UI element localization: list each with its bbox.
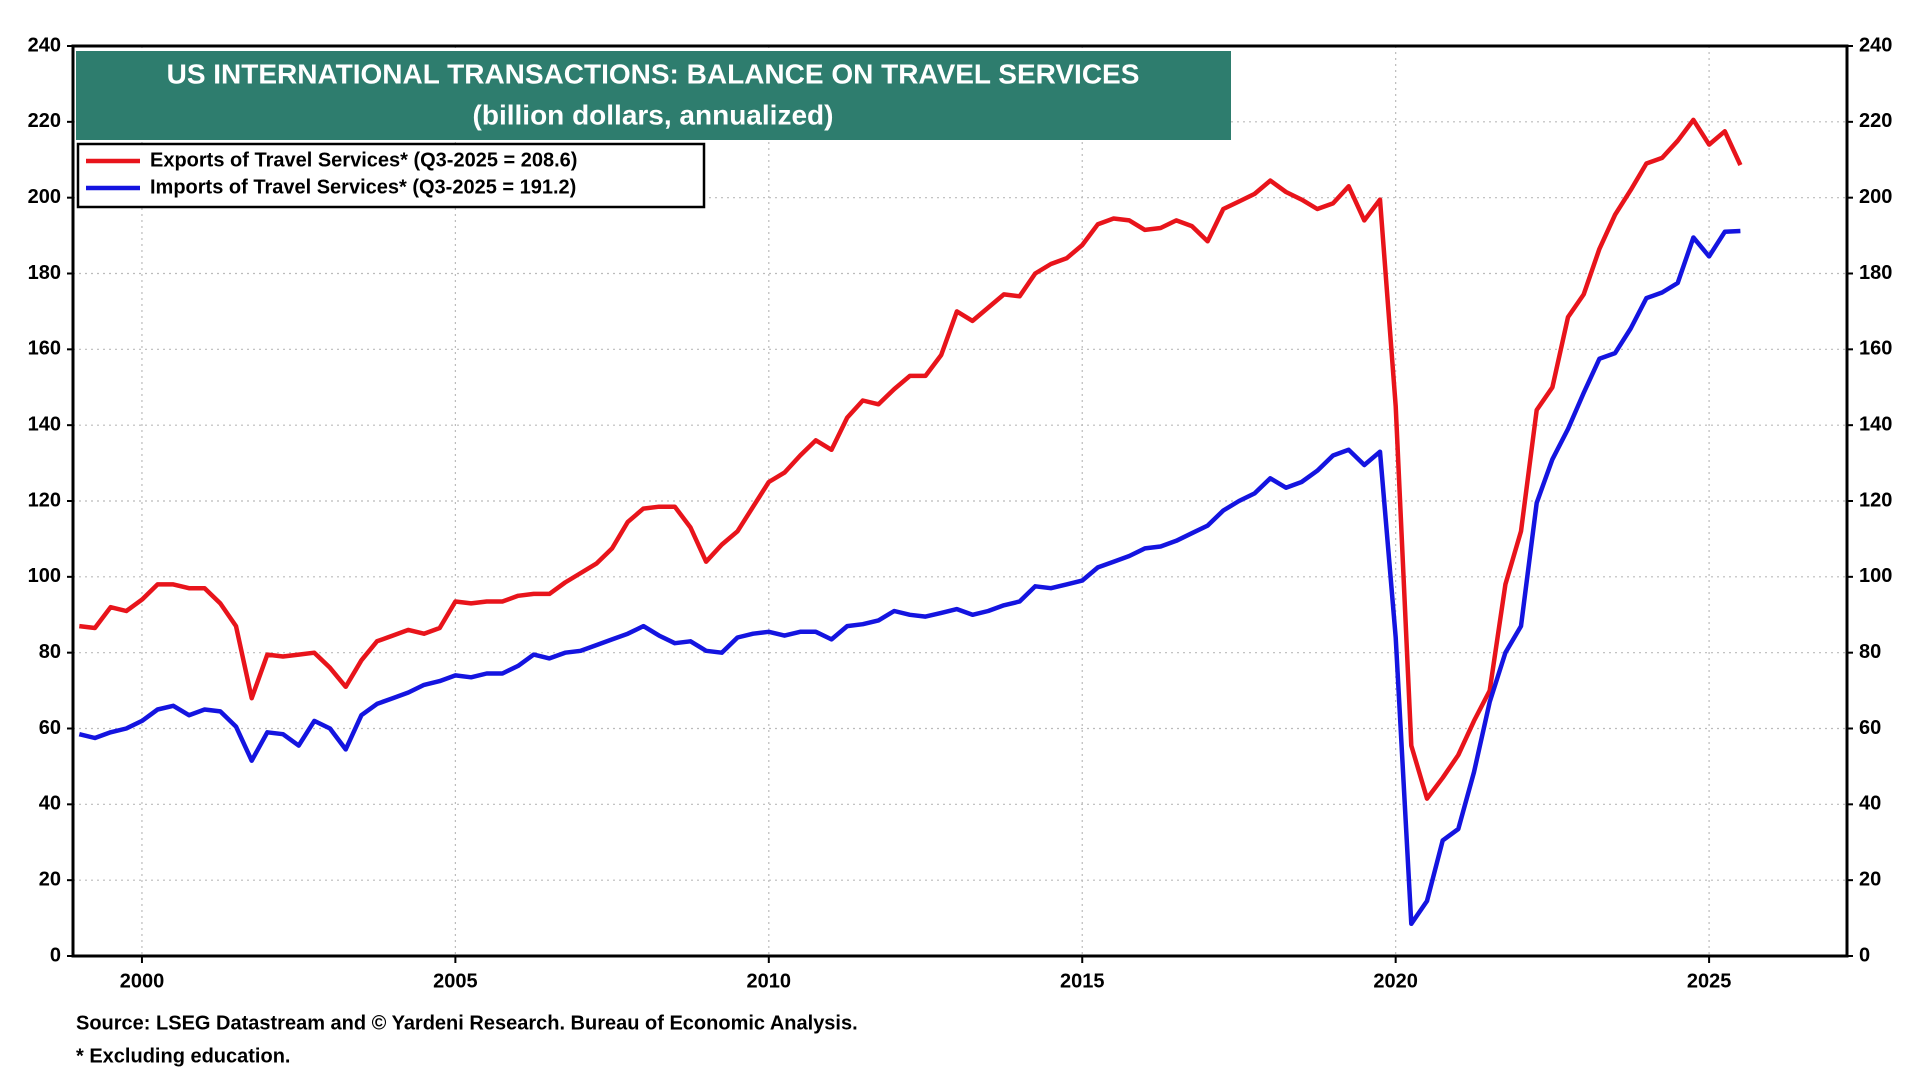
legend-box — [76, 142, 706, 209]
y2-tick-label: 140 — [1859, 413, 1892, 435]
plot-frame — [71, 44, 1849, 958]
y-tick-label: 200 — [28, 186, 61, 208]
series-line — [79, 117, 1743, 801]
y-tick-label: 160 — [28, 338, 61, 360]
y-tick-label: 180 — [28, 262, 61, 284]
y2-tick-label: 120 — [1859, 489, 1892, 511]
y-tick-label: 60 — [39, 717, 61, 739]
y-tick-label: 20 — [39, 868, 61, 890]
title-box — [76, 51, 1231, 140]
series-line — [78, 228, 1741, 927]
y-tick-label: 0 — [50, 944, 61, 966]
legend-label: Exports of Travel Services* (Q3-2025 = 2… — [150, 149, 577, 171]
y2-tick-label: 180 — [1859, 262, 1892, 284]
y2-tick-label: 20 — [1859, 868, 1881, 890]
y2-tick-label: 160 — [1859, 338, 1892, 360]
y-tick-label: 40 — [39, 793, 61, 815]
y-tick-label: 80 — [39, 641, 61, 663]
y-tick-label: 100 — [28, 565, 61, 587]
y2-tick-label: 100 — [1859, 565, 1892, 587]
chart-title: US INTERNATIONAL TRANSACTIONS: BALANCE O… — [167, 58, 1140, 89]
x-tick-label: 2005 — [433, 970, 478, 992]
y2-tick-label: 240 — [1859, 34, 1892, 56]
y2-tick-label: 40 — [1859, 793, 1881, 815]
chart-subtitle: (billion dollars, annualized) — [473, 99, 834, 130]
y2-tick-label: 80 — [1859, 641, 1881, 663]
source-note: Source: LSEG Datastream and © Yardeni Re… — [76, 1012, 858, 1034]
y2-tick-label: 60 — [1859, 717, 1881, 739]
y-tick-label: 220 — [28, 110, 61, 132]
legend-label: Imports of Travel Services* (Q3-2025 = 1… — [150, 176, 576, 198]
x-tick-label: 2025 — [1687, 970, 1732, 992]
y-tick-label: 140 — [28, 413, 61, 435]
y2-tick-label: 0 — [1859, 944, 1870, 966]
footnote: * Excluding education. — [76, 1045, 290, 1067]
y-tick-label: 120 — [28, 489, 61, 511]
x-tick-label: 2010 — [747, 970, 792, 992]
x-tick-label: 2020 — [1373, 970, 1418, 992]
x-tick-label: 2000 — [120, 970, 165, 992]
y-tick-label: 240 — [28, 34, 61, 56]
y2-tick-label: 200 — [1859, 186, 1892, 208]
y2-tick-label: 220 — [1859, 110, 1892, 132]
x-tick-label: 2015 — [1060, 970, 1105, 992]
